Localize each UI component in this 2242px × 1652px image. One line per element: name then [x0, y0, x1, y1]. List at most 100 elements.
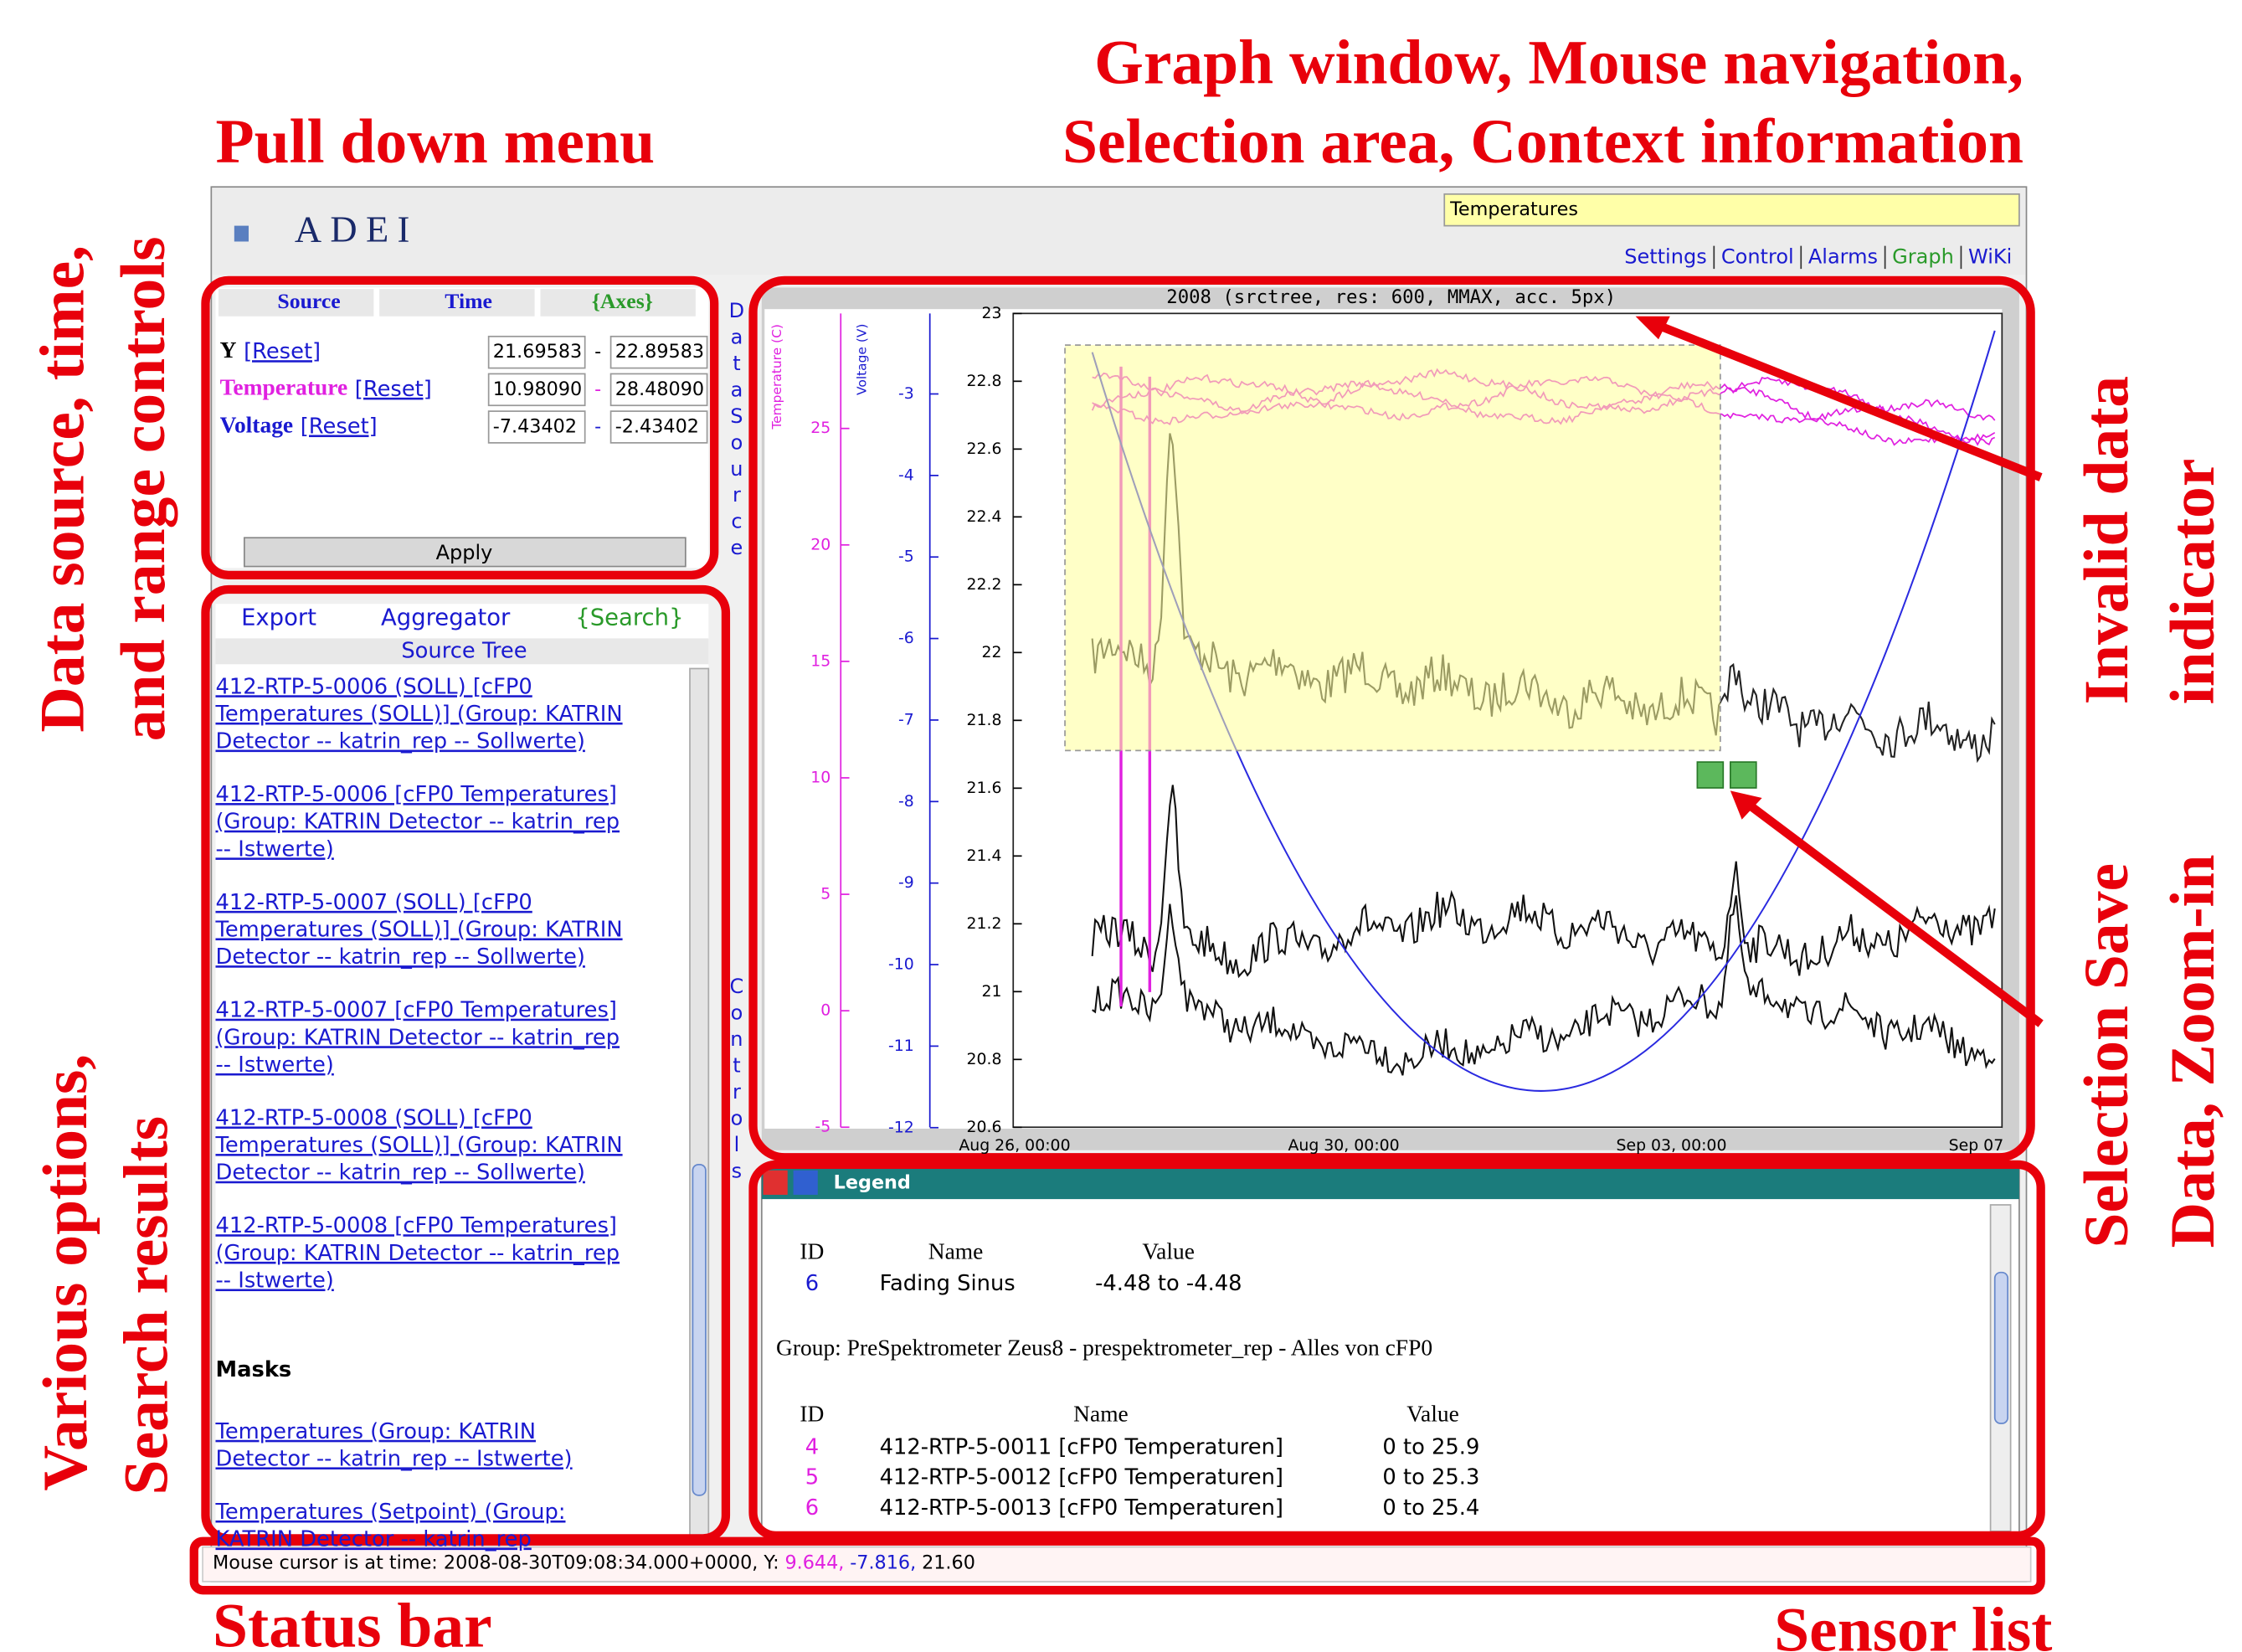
- tab-label[interactable]: Aggregator: [381, 605, 511, 630]
- volt-tick: -11: [888, 1037, 914, 1055]
- source-link[interactable]: Temperatures (SOLL)] (Group: KATRIN: [215, 702, 623, 727]
- source-link[interactable]: 412-RTP-5-0007 (SOLL) [cFP0: [216, 890, 532, 915]
- annotation: Invalid data: [2072, 376, 2142, 705]
- reset-link[interactable]: [Reset]: [355, 377, 432, 402]
- options-panel: [215, 604, 709, 1536]
- legend-header: Value: [1406, 1402, 1459, 1427]
- arrowhead: [1635, 316, 1670, 340]
- source-link[interactable]: (Group: KATRIN Detector -- katrin_rep: [216, 810, 620, 835]
- source-link[interactable]: Detector -- katrin_rep -- Sollwerte): [216, 944, 585, 970]
- source-link[interactable]: 412-RTP-5-0008 (SOLL) [cFP0: [216, 1105, 532, 1130]
- legend-value: -4.48 to -4.48: [1095, 1271, 1242, 1296]
- search-text: Temperatures: [1449, 198, 1578, 220]
- save-data-icon[interactable]: [1696, 761, 1725, 789]
- legend-name: 412-RTP-5-0011 [cFP0 Temperaturen]: [880, 1435, 1283, 1460]
- legend-title: Legend: [834, 1172, 911, 1194]
- side-tab[interactable]: Controls: [725, 975, 748, 1186]
- source-link[interactable]: -- Istwerte): [216, 1052, 334, 1078]
- mask-link[interactable]: Temperatures (Setpoint) (Group:: [215, 1500, 566, 1525]
- volt-tick: -5: [898, 548, 914, 566]
- legend-header: ID: [800, 1239, 824, 1264]
- input[interactable]: [609, 410, 708, 444]
- apply-button[interactable]: [243, 537, 686, 568]
- close-button[interactable]: [763, 1170, 788, 1195]
- y-tick: 21.8: [966, 711, 1001, 729]
- box-controls: [201, 275, 719, 580]
- source-link[interactable]: -- Istwerte): [216, 1268, 334, 1293]
- search-box[interactable]: [1443, 193, 2020, 227]
- annotation: Pull down menu: [216, 107, 656, 177]
- source-link[interactable]: Temperatures (SOLL)] (Group: KATRIN: [215, 917, 623, 942]
- source-link[interactable]: 412-RTP-5-0006 (SOLL) [cFP0: [216, 674, 532, 699]
- tab-label[interactable]: Time: [445, 289, 492, 313]
- legend-titlebar: [761, 1167, 2019, 1200]
- x-tick: Aug 26, 00:00: [959, 1136, 1070, 1155]
- legend-id: 4: [805, 1435, 819, 1460]
- legend-header: Value: [1142, 1239, 1195, 1264]
- tab-label[interactable]: Export: [241, 605, 316, 630]
- source-link[interactable]: Detector -- katrin_rep -- Sollwerte): [216, 1161, 585, 1186]
- source-link[interactable]: 412-RTP-5-0007 [cFP0 Temperatures]: [216, 998, 617, 1023]
- scroll-thumb[interactable]: [692, 1164, 707, 1496]
- row-label: Voltage: [220, 412, 293, 437]
- trace: [1092, 895, 1996, 1076]
- row-label: Y: [220, 337, 237, 363]
- legend-value: 0 to 25.4: [1382, 1495, 1479, 1521]
- input[interactable]: [487, 373, 586, 407]
- axis-label: Voltage (V): [855, 324, 870, 395]
- tab-label[interactable]: {Search}: [575, 605, 683, 630]
- temp-tick: 15: [810, 651, 830, 670]
- annotation: Status bar: [213, 1591, 492, 1652]
- range-sep: -: [594, 415, 601, 437]
- annotation: indicator: [2158, 459, 2228, 705]
- axis-label: Temperature (C): [769, 324, 784, 430]
- side-tab[interactable]: DataSource: [725, 299, 748, 562]
- x-tick: Sep 03, 00:00: [1616, 1136, 1726, 1155]
- box-status: [189, 1536, 2045, 1595]
- mask-link[interactable]: Detector -- katrin_rep -- Istwerte): [216, 1446, 573, 1471]
- source-link[interactable]: Detector -- katrin_rep -- Sollwerte): [216, 729, 585, 754]
- zoom-in-icon[interactable]: [1730, 761, 1757, 789]
- input[interactable]: [609, 373, 708, 407]
- y-tick: 20.8: [966, 1050, 1001, 1068]
- y-tick: 22: [981, 643, 1001, 661]
- input[interactable]: [487, 335, 586, 369]
- annotation-boxes: [189, 275, 2045, 1595]
- volt-tick: -9: [898, 873, 914, 892]
- source-link[interactable]: (Group: KATRIN Detector -- katrin_rep: [216, 1025, 620, 1050]
- legend-name: 412-RTP-5-0012 [cFP0 Temperaturen]: [880, 1465, 1283, 1490]
- legend-scroll-thumb[interactable]: [1993, 1271, 2009, 1424]
- source-link[interactable]: 412-RTP-5-0006 [cFP0 Temperatures]: [216, 782, 617, 807]
- tab: [218, 289, 374, 317]
- nav-link[interactable]: WiKi: [1968, 244, 2012, 268]
- logo-icon: [234, 225, 249, 242]
- reset-link[interactable]: [Reset]: [301, 414, 378, 439]
- maximize-button[interactable]: [793, 1170, 818, 1195]
- nav-link[interactable]: Settings: [1624, 244, 1707, 268]
- tab-label[interactable]: {Axes}: [592, 289, 653, 313]
- nav-link[interactable]: Control: [1721, 244, 1794, 268]
- temp-tick: -5: [815, 1118, 830, 1136]
- mask-link[interactable]: Temperatures (Group: KATRIN: [215, 1419, 536, 1444]
- nav-link[interactable]: Alarms: [1808, 244, 1878, 268]
- reset-link[interactable]: [Reset]: [244, 339, 321, 364]
- input[interactable]: [487, 410, 586, 444]
- x-tick: Sep 07: [1949, 1136, 2004, 1155]
- tab-label[interactable]: Source: [277, 289, 340, 313]
- volt-tick: -7: [898, 710, 914, 728]
- source-link[interactable]: 412-RTP-5-0008 [cFP0 Temperatures]: [216, 1213, 617, 1238]
- volt-tick: -4: [898, 466, 914, 484]
- tab: [540, 289, 696, 317]
- y-tick: 20.6: [966, 1118, 1001, 1136]
- volt-tick: -12: [888, 1118, 914, 1136]
- selection-area[interactable]: [1064, 344, 1721, 752]
- nav-link[interactable]: Graph: [1892, 244, 1954, 268]
- legend-header: ID: [800, 1402, 824, 1427]
- source-link[interactable]: -- Istwerte): [216, 836, 334, 862]
- input[interactable]: [609, 335, 708, 369]
- mask-link[interactable]: KATRIN Detector -- katrin_rep: [216, 1527, 532, 1552]
- source-link[interactable]: (Group: KATRIN Detector -- katrin_rep: [216, 1241, 620, 1266]
- source-link[interactable]: Temperatures (SOLL)] (Group: KATRIN: [215, 1133, 623, 1158]
- source-tree-header: [215, 638, 709, 665]
